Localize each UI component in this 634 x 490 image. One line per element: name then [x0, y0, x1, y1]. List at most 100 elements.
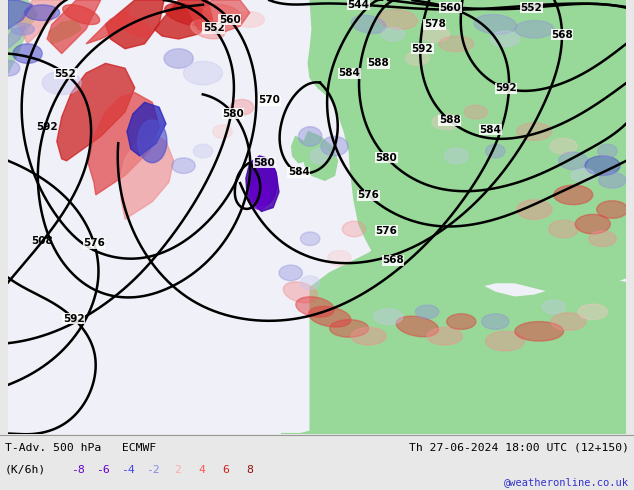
Ellipse shape [464, 105, 488, 119]
Ellipse shape [482, 314, 509, 329]
Ellipse shape [550, 138, 577, 154]
Ellipse shape [42, 71, 81, 95]
Ellipse shape [301, 232, 320, 245]
Ellipse shape [351, 15, 386, 33]
Ellipse shape [250, 180, 269, 210]
Ellipse shape [250, 159, 277, 206]
Ellipse shape [330, 319, 368, 337]
Text: 584: 584 [338, 68, 360, 78]
Polygon shape [378, 356, 534, 434]
Polygon shape [302, 131, 337, 180]
Text: 544: 544 [347, 0, 369, 9]
Polygon shape [292, 136, 308, 163]
Text: 2: 2 [174, 465, 181, 475]
Text: (K/6h): (K/6h) [5, 465, 46, 475]
Ellipse shape [11, 24, 34, 35]
Ellipse shape [301, 276, 320, 290]
Polygon shape [8, 26, 25, 49]
Text: 576: 576 [83, 238, 105, 248]
Text: 552: 552 [55, 69, 76, 79]
Ellipse shape [415, 305, 439, 318]
Ellipse shape [183, 61, 223, 85]
Ellipse shape [342, 221, 366, 237]
Ellipse shape [164, 49, 193, 68]
Ellipse shape [551, 313, 586, 330]
Ellipse shape [373, 309, 403, 324]
Ellipse shape [25, 5, 60, 21]
Ellipse shape [598, 172, 626, 188]
Text: 588: 588 [368, 58, 389, 68]
Ellipse shape [432, 114, 461, 130]
Polygon shape [308, 0, 626, 293]
Polygon shape [88, 93, 159, 195]
Text: 580: 580 [222, 109, 244, 119]
Text: 584: 584 [288, 168, 309, 177]
Ellipse shape [491, 31, 520, 47]
Ellipse shape [575, 215, 611, 234]
Ellipse shape [517, 200, 552, 219]
Text: 576: 576 [375, 226, 397, 236]
Ellipse shape [578, 304, 607, 319]
Ellipse shape [283, 282, 318, 303]
Polygon shape [47, 0, 101, 53]
Ellipse shape [279, 265, 302, 281]
Ellipse shape [299, 127, 322, 146]
Ellipse shape [63, 5, 100, 24]
Text: 592: 592 [411, 44, 433, 54]
Text: T-Adv. 500 hPa   ECMWF: T-Adv. 500 hPa ECMWF [5, 443, 156, 453]
Ellipse shape [13, 44, 42, 63]
Ellipse shape [235, 12, 264, 27]
Polygon shape [127, 102, 166, 156]
Text: 592: 592 [36, 122, 58, 132]
Ellipse shape [571, 169, 595, 182]
Text: 578: 578 [424, 20, 446, 29]
Text: 570: 570 [258, 96, 280, 105]
Ellipse shape [515, 321, 564, 341]
Text: 580: 580 [254, 158, 275, 168]
Ellipse shape [585, 156, 620, 175]
Text: 8: 8 [247, 465, 254, 475]
Ellipse shape [191, 20, 225, 39]
Ellipse shape [172, 158, 195, 173]
Text: 568: 568 [382, 255, 404, 265]
Text: 568: 568 [551, 30, 573, 40]
Ellipse shape [138, 120, 167, 163]
Text: 576: 576 [358, 190, 379, 200]
Ellipse shape [597, 201, 628, 218]
Polygon shape [281, 402, 626, 434]
Text: 6: 6 [223, 465, 230, 475]
Ellipse shape [165, 3, 212, 26]
Text: 508: 508 [31, 236, 53, 245]
Polygon shape [49, 20, 81, 44]
Ellipse shape [515, 21, 554, 38]
Text: 588: 588 [439, 116, 460, 125]
Polygon shape [18, 0, 61, 44]
Ellipse shape [310, 148, 330, 164]
Ellipse shape [296, 297, 334, 317]
Ellipse shape [486, 144, 505, 158]
Ellipse shape [193, 144, 213, 158]
Ellipse shape [119, 16, 151, 37]
Ellipse shape [0, 60, 20, 76]
Text: -4: -4 [121, 465, 135, 475]
Ellipse shape [420, 26, 450, 42]
Ellipse shape [378, 10, 417, 29]
Ellipse shape [517, 123, 552, 140]
Ellipse shape [328, 250, 351, 266]
Text: -2: -2 [146, 465, 160, 475]
Ellipse shape [351, 327, 386, 345]
Polygon shape [57, 63, 135, 161]
Text: 560: 560 [219, 15, 240, 24]
Ellipse shape [230, 99, 254, 115]
Ellipse shape [439, 36, 474, 51]
Ellipse shape [406, 51, 429, 65]
Polygon shape [8, 0, 37, 73]
Text: -6: -6 [96, 465, 110, 475]
Ellipse shape [396, 316, 439, 337]
Text: @weatheronline.co.uk: @weatheronline.co.uk [504, 477, 629, 487]
Ellipse shape [444, 148, 468, 164]
Text: 552: 552 [521, 3, 542, 13]
Ellipse shape [549, 220, 578, 238]
Text: 584: 584 [479, 124, 501, 135]
Polygon shape [310, 239, 626, 434]
